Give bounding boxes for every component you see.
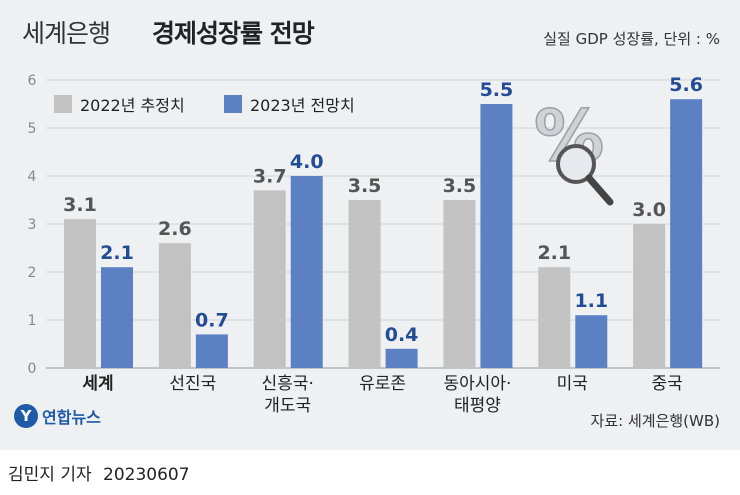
value-label: 2.1 [100, 242, 134, 264]
title-light: 세계은행 [22, 19, 111, 48]
value-label: 1.1 [574, 290, 608, 312]
legend-2023: 2023년 전망치 [224, 92, 355, 116]
value-label: 3.1 [63, 194, 97, 216]
value-label: 0.4 [385, 324, 419, 346]
legend-swatch-2022 [54, 95, 72, 113]
bar-chart: 0 1 2 3 4 5 6 3.1 2.1 세계 2.6 0.7 선진국 3.74.0 신흥국·개도국 3.5… [28, 73, 720, 416]
x-category-label: 신흥국· [262, 374, 314, 394]
bar-2023 [575, 315, 608, 368]
x-category-label: 개도국 [264, 396, 311, 416]
magnifier-lens [556, 144, 596, 184]
logo-icon: Y [14, 404, 38, 428]
bar-2022 [443, 200, 476, 368]
x-category-label: 미국 [557, 374, 588, 394]
y-tick-label: 3 [28, 217, 37, 233]
x-category-label: 선진국 [169, 374, 216, 394]
bar-2023 [290, 176, 323, 368]
bar-2022 [348, 200, 381, 368]
legend-2022: 2022년 추정치 [54, 92, 185, 116]
value-label: 2.1 [537, 242, 571, 264]
bar-2023 [480, 104, 513, 368]
value-label: 0.7 [195, 309, 229, 331]
bar-2023 [670, 99, 703, 368]
legend-swatch-2023 [224, 95, 242, 113]
credit: 김민지 기자 20230607 [8, 460, 190, 485]
x-category-label: 동아시아· [443, 374, 511, 394]
value-label: 3.7 [253, 165, 287, 187]
bar-2023 [101, 267, 133, 368]
source-note: 자료: 세계은행(WB) [590, 412, 720, 430]
bar-2022 [158, 243, 191, 368]
value-label: 2.6 [158, 218, 192, 240]
x-category-label: 태평양 [454, 396, 501, 416]
y-tick-label: 6 [28, 73, 37, 89]
logo-text: 연합뉴스 [42, 408, 101, 427]
title-bold: 경제성장률 전망 [152, 19, 315, 48]
magnifier-handle [585, 174, 614, 206]
bar-2023 [385, 348, 418, 368]
x-category-label: 유로존 [359, 374, 406, 394]
y-tick-label: 0 [28, 361, 37, 377]
legend-label-2022: 2022년 추정치 [80, 96, 185, 115]
percent-magnifier-icon: % [533, 94, 614, 206]
y-tick-label: 1 [28, 313, 37, 329]
credit-date: 20230607 [103, 465, 190, 485]
bar-2022 [538, 267, 571, 368]
value-label: 5.6 [669, 74, 703, 96]
legend-label-2023: 2023년 전망치 [250, 96, 355, 115]
value-label: 3.0 [632, 199, 666, 221]
value-label: 3.5 [348, 175, 382, 197]
bar-2023 [195, 334, 228, 368]
x-category-label: 중국 [652, 374, 683, 394]
y-tick-label: 5 [28, 121, 37, 137]
y-tick-label: 4 [28, 169, 37, 185]
credit-author: 김민지 기자 [8, 465, 92, 485]
bar-2022 [64, 219, 96, 368]
value-label: 4.0 [290, 151, 324, 173]
x-category-label: 세계 [82, 374, 113, 394]
subtitle: 실질 GDP 성장률, 단위 : % [543, 30, 720, 48]
logo: Y 연합뉴스 [14, 404, 101, 428]
value-label: 3.5 [443, 175, 477, 197]
y-tick-label: 2 [28, 265, 37, 281]
bar-2022 [253, 190, 286, 368]
bar-2022 [633, 224, 666, 368]
value-label: 5.5 [480, 79, 514, 101]
